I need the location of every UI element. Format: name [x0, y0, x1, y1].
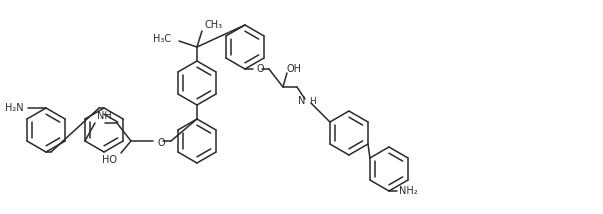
Text: O: O [158, 138, 166, 148]
Text: HO: HO [102, 155, 117, 165]
Text: CH₃: CH₃ [205, 20, 223, 30]
Text: NH: NH [97, 111, 112, 121]
Text: O: O [257, 64, 265, 74]
Text: H₂N: H₂N [5, 103, 24, 113]
Text: NH₂: NH₂ [399, 186, 418, 196]
Text: OH: OH [287, 64, 302, 74]
Text: H: H [309, 97, 316, 106]
Text: N: N [298, 96, 305, 106]
Text: H₃C: H₃C [153, 34, 171, 44]
